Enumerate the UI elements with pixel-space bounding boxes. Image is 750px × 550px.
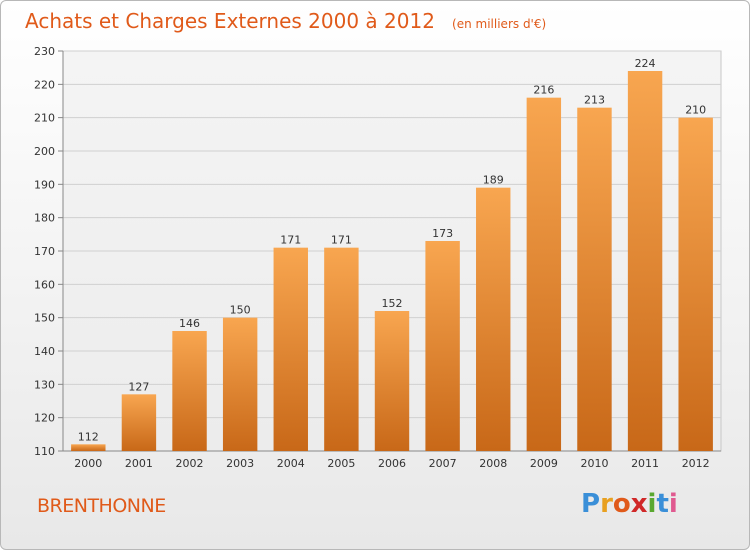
chart-subtitle: (en milliers d'€): [452, 17, 547, 31]
proxiti-logo: Proxiti: [581, 489, 678, 519]
data-label: 189: [483, 174, 504, 187]
x-tick-label: 2006: [378, 457, 406, 470]
y-tick-label: 220: [34, 78, 55, 91]
logo-letter: P: [581, 489, 601, 519]
bar: [577, 107, 612, 452]
bar: [425, 241, 460, 451]
title-row: Achats et Charges Externes 2000 à 2012 (…: [25, 9, 546, 33]
x-tick-label: 2012: [682, 457, 710, 470]
data-label: 150: [230, 304, 251, 317]
x-tick-label: 2010: [580, 457, 608, 470]
data-label: 216: [533, 84, 554, 97]
bar: [476, 187, 511, 451]
x-tick-label: 2009: [530, 457, 558, 470]
y-tick-label: 170: [34, 245, 55, 258]
chart-title: Achats et Charges Externes 2000 à 2012: [25, 9, 435, 33]
logo-letter: t: [656, 489, 669, 519]
y-tick-label: 110: [34, 445, 55, 458]
y-tick-label: 140: [34, 345, 55, 358]
data-label: 210: [685, 104, 706, 117]
x-tick-label: 2002: [176, 457, 204, 470]
data-label: 224: [635, 57, 656, 70]
x-tick-label: 2004: [277, 457, 305, 470]
logo-letter: o: [612, 489, 631, 519]
bar: [324, 247, 359, 451]
bar: [172, 331, 207, 451]
y-tick-label: 210: [34, 112, 55, 125]
x-tick-label: 2003: [226, 457, 254, 470]
data-label: 173: [432, 227, 453, 240]
bar: [627, 71, 663, 451]
data-label: 213: [584, 94, 605, 107]
data-label: 146: [179, 317, 200, 330]
x-tick-label: 2011: [631, 457, 659, 470]
data-label: 112: [78, 430, 99, 443]
y-tick-label: 180: [34, 212, 55, 225]
data-label: 171: [331, 234, 352, 247]
commune-name: BRENTHONNE: [37, 495, 166, 517]
bar: [374, 311, 410, 451]
y-tick-label: 230: [34, 45, 55, 58]
y-tick-label: 150: [34, 312, 55, 325]
bar: [121, 394, 157, 451]
logo-letter: i: [647, 489, 657, 519]
x-tick-label: 2000: [74, 457, 102, 470]
bar: [222, 317, 258, 451]
logo-letter: i: [668, 489, 678, 519]
y-tick-label: 120: [34, 412, 55, 425]
bar: [273, 247, 308, 451]
bar: [526, 97, 562, 452]
x-tick-label: 2008: [479, 457, 507, 470]
logo-letter: r: [600, 489, 613, 519]
data-label: 171: [280, 234, 301, 247]
x-tick-label: 2001: [125, 457, 153, 470]
x-tick-label: 2007: [429, 457, 457, 470]
y-tick-label: 130: [34, 378, 55, 391]
y-tick-label: 190: [34, 178, 55, 191]
logo-letter: x: [630, 489, 648, 519]
data-label: 127: [128, 380, 149, 393]
bar: [71, 444, 106, 451]
y-tick-label: 160: [34, 278, 55, 291]
y-tick-label: 200: [34, 145, 55, 158]
bar: [678, 117, 713, 452]
data-label: 152: [382, 297, 403, 310]
x-tick-label: 2005: [327, 457, 355, 470]
